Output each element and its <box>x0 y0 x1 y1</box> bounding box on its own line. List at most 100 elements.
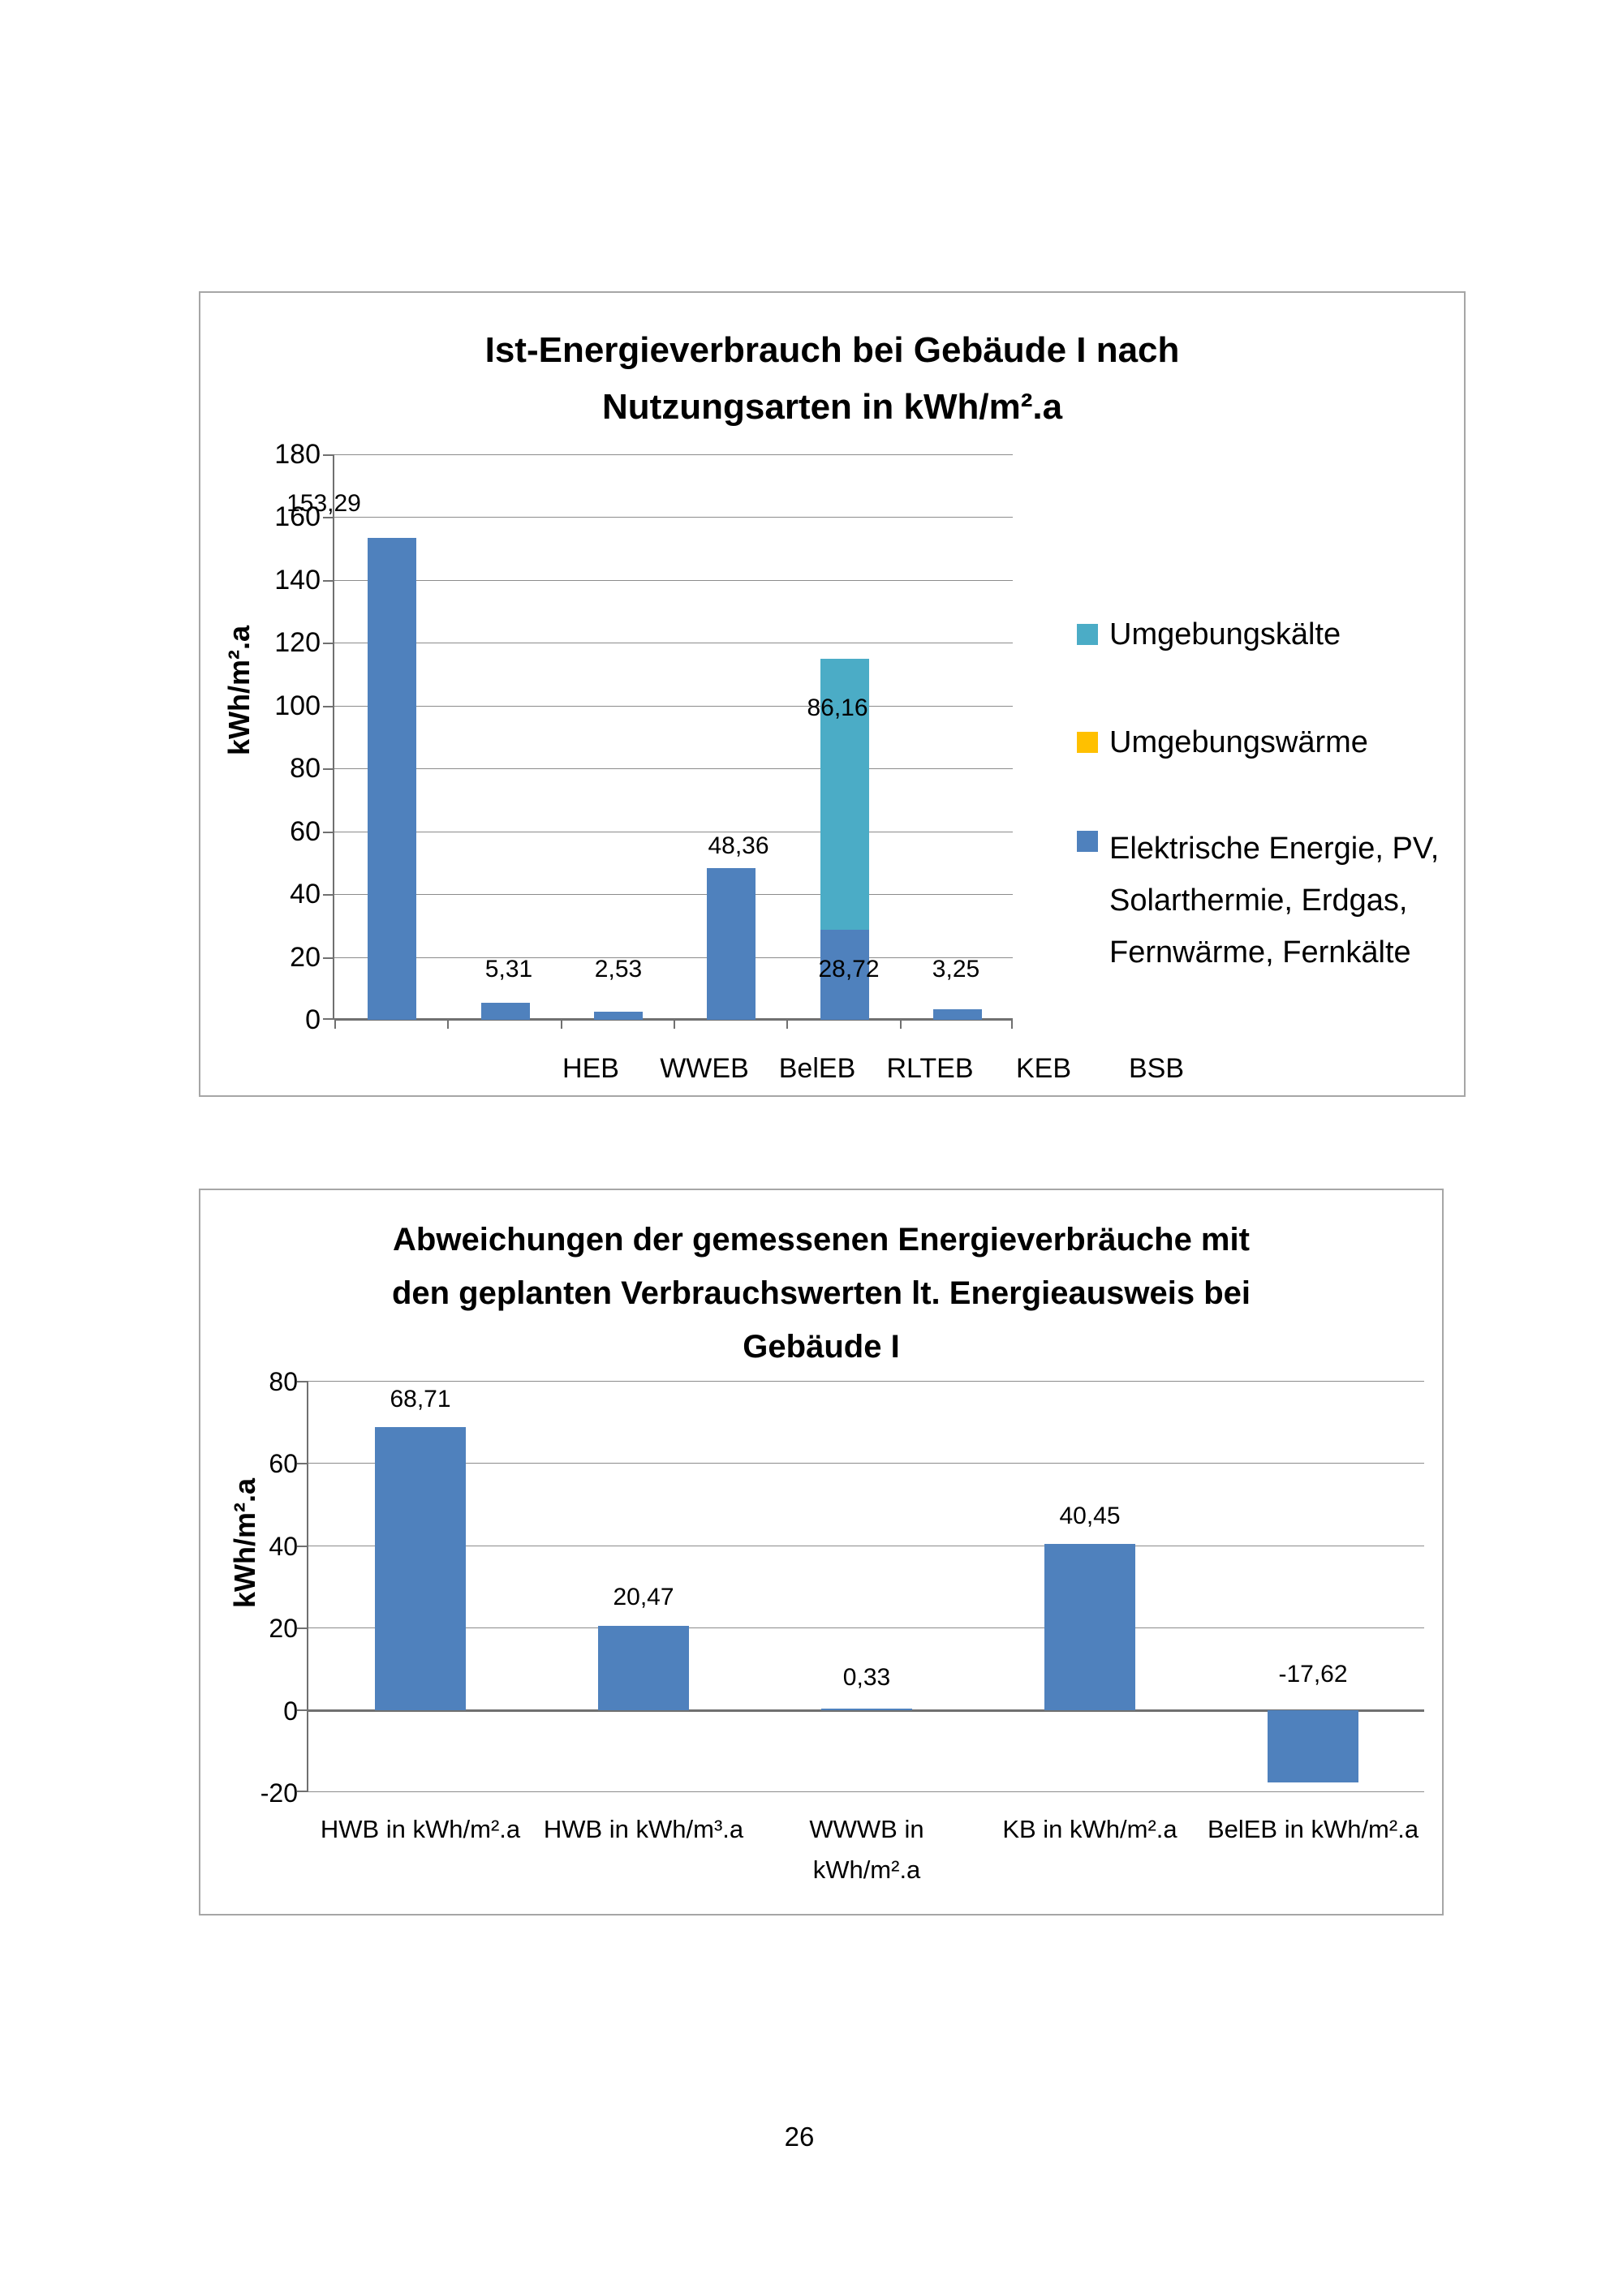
legend-label-umgebungswaerme: Umgebungswärme <box>1109 725 1368 759</box>
chart1-ytick-180: 180 <box>274 439 321 470</box>
data-label-keb-umgebungskaelte: 86,16 <box>807 694 868 721</box>
tick <box>323 706 334 707</box>
bar-wweb <box>481 1003 530 1020</box>
chart1-category-bsb: BSB <box>1128 1053 1185 1084</box>
chart-abweichungen: Abweichungen der gemessenen Energieverbr… <box>199 1189 1444 1915</box>
legend-label-line1: Elektrische Energie, PV, <box>1109 832 1440 866</box>
tick <box>786 1020 788 1029</box>
chart2-ytick-20: 20 <box>269 1614 298 1643</box>
chart2-ytick-60: 60 <box>269 1449 298 1478</box>
chart2-ytick-40: 40 <box>269 1532 298 1561</box>
chart1-category-rlteb: RLTEB <box>886 1053 974 1084</box>
tick <box>297 1381 308 1382</box>
data-label-wwwb: 0,33 <box>842 1664 891 1691</box>
chart1-ytick-0: 0 <box>305 1004 321 1035</box>
chart2-category-kb: KB in kWh/m².a <box>1002 1815 1177 1843</box>
chart1-title-line2: Nutzungsarten in kWh/m².a <box>601 387 1063 427</box>
tick <box>323 832 334 833</box>
chart1-ytick-120: 120 <box>274 627 321 658</box>
tick <box>297 1627 308 1629</box>
tick <box>323 1018 334 1020</box>
chart-ist-energieverbrauch: Ist-Energieverbrauch bei Gebäude I nach … <box>199 291 1466 1097</box>
chart2-category-hwb-m2: HWB in kWh/m².a <box>320 1815 521 1843</box>
legend-swatch-elektrische-energie <box>1077 831 1098 852</box>
chart1-x-axis-line <box>334 1018 1013 1021</box>
chart2-title-line3: Gebäude I <box>743 1329 900 1365</box>
data-label-hwb-m2: 68,71 <box>390 1386 451 1412</box>
tick <box>561 1020 562 1029</box>
chart1-title: Ist-Energieverbrauch bei Gebäude I nach … <box>200 322 1464 436</box>
bar-keb-elektrisch <box>820 929 869 1020</box>
data-label-beleb: 2,53 <box>594 956 643 982</box>
data-label-wweb: 5,31 <box>484 956 533 982</box>
chart2-plot-area: 68,71 20,47 0,33 40,45 -17,62 <box>297 1381 1424 1792</box>
bar-rlteb <box>707 867 756 1020</box>
bar-wwwb <box>821 1708 912 1710</box>
tick <box>334 1020 336 1029</box>
gridline <box>308 1791 1424 1792</box>
chart1-category-heb: HEB <box>562 1053 619 1084</box>
chart1-ytick-20: 20 <box>290 942 321 973</box>
chart2-category-hwb-m3: HWB in kWh/m³.a <box>543 1815 744 1843</box>
legend-entry-elektrische-energie: Elektrische Energie, PV, Solarthermie, E… <box>1077 823 1439 978</box>
tick <box>323 517 334 518</box>
tick <box>1011 1020 1013 1029</box>
data-label-bsb: 3,25 <box>932 956 980 982</box>
chart2-y-axis-line <box>307 1381 308 1792</box>
tick <box>297 1463 308 1464</box>
gridline <box>334 957 1013 958</box>
tick <box>297 1791 308 1792</box>
chart1-ytick-80: 80 <box>290 753 321 784</box>
gridline <box>334 706 1013 707</box>
chart1-plot-area: 153,29 5,31 2,53 48,36 86,16 28,72 3,25 <box>286 454 1013 1029</box>
chart1-ytick-160: 160 <box>274 501 321 532</box>
legend-label-umgebungskaelte: Umgebungskälte <box>1109 617 1341 651</box>
chart2-title-line2: den geplanten Verbrauchswerten lt. Energ… <box>391 1275 1251 1311</box>
chart1-category-beleb: BelEB <box>778 1053 856 1084</box>
legend-entry-umgebungswaerme: Umgebungswärme <box>1077 724 1368 761</box>
chart1-ytick-60: 60 <box>290 816 321 847</box>
gridline <box>334 517 1013 518</box>
chart2-title: Abweichungen der gemessenen Energieverbr… <box>200 1213 1442 1374</box>
tick <box>323 957 334 959</box>
tick <box>323 894 334 896</box>
bar-keb-umgebungskaelte <box>820 659 869 930</box>
tick <box>297 1709 308 1711</box>
tick <box>297 1546 308 1547</box>
data-label-keb-elektrisch: 28,72 <box>818 956 880 982</box>
legend-swatch-umgebungswaerme <box>1077 732 1098 753</box>
bar-beleb <box>594 1012 643 1020</box>
chart1-title-line1: Ist-Energieverbrauch bei Gebäude I nach <box>484 330 1180 370</box>
bar-beleb-abweichung <box>1268 1709 1358 1782</box>
data-label-kb: 40,45 <box>1059 1503 1121 1529</box>
chart2-title-line1: Abweichungen der gemessenen Energieverbr… <box>393 1222 1250 1258</box>
gridline <box>308 1463 1424 1464</box>
tick <box>323 768 334 770</box>
chart1-ytick-140: 140 <box>274 565 321 595</box>
tick <box>447 1020 449 1029</box>
data-label-rlteb: 48,36 <box>708 832 769 859</box>
gridline <box>334 894 1013 895</box>
data-label-hwb-m3: 20,47 <box>613 1584 674 1610</box>
chart1-ytick-40: 40 <box>290 879 321 909</box>
legend-label-line2: Solarthermie, Erdgas, <box>1109 884 1408 918</box>
gridline <box>334 580 1013 581</box>
chart2-category-wwwb: WWWB in kWh/m².a <box>809 1815 924 1884</box>
gridline <box>334 768 1013 769</box>
chart1-category-keb: KEB <box>1015 1053 1072 1084</box>
bar-bsb <box>933 1009 982 1020</box>
chart2-ytick-0: 0 <box>283 1696 298 1726</box>
tick <box>323 643 334 644</box>
tick <box>674 1020 675 1029</box>
gridline <box>308 1381 1424 1382</box>
legend-entry-umgebungskaelte: Umgebungskälte <box>1077 616 1341 653</box>
bar-hwb-m3 <box>598 1625 689 1710</box>
gridline <box>334 454 1013 455</box>
chart1-category-wweb: WWEB <box>660 1053 749 1084</box>
chart1-y-axis-line <box>333 454 334 1020</box>
legend-swatch-umgebungskaelte <box>1077 624 1098 645</box>
legend-label-line3: Fernwärme, Fernkälte <box>1109 935 1411 970</box>
data-label-beleb-abweichung: -17,62 <box>1278 1661 1348 1688</box>
bar-kb <box>1044 1543 1135 1710</box>
